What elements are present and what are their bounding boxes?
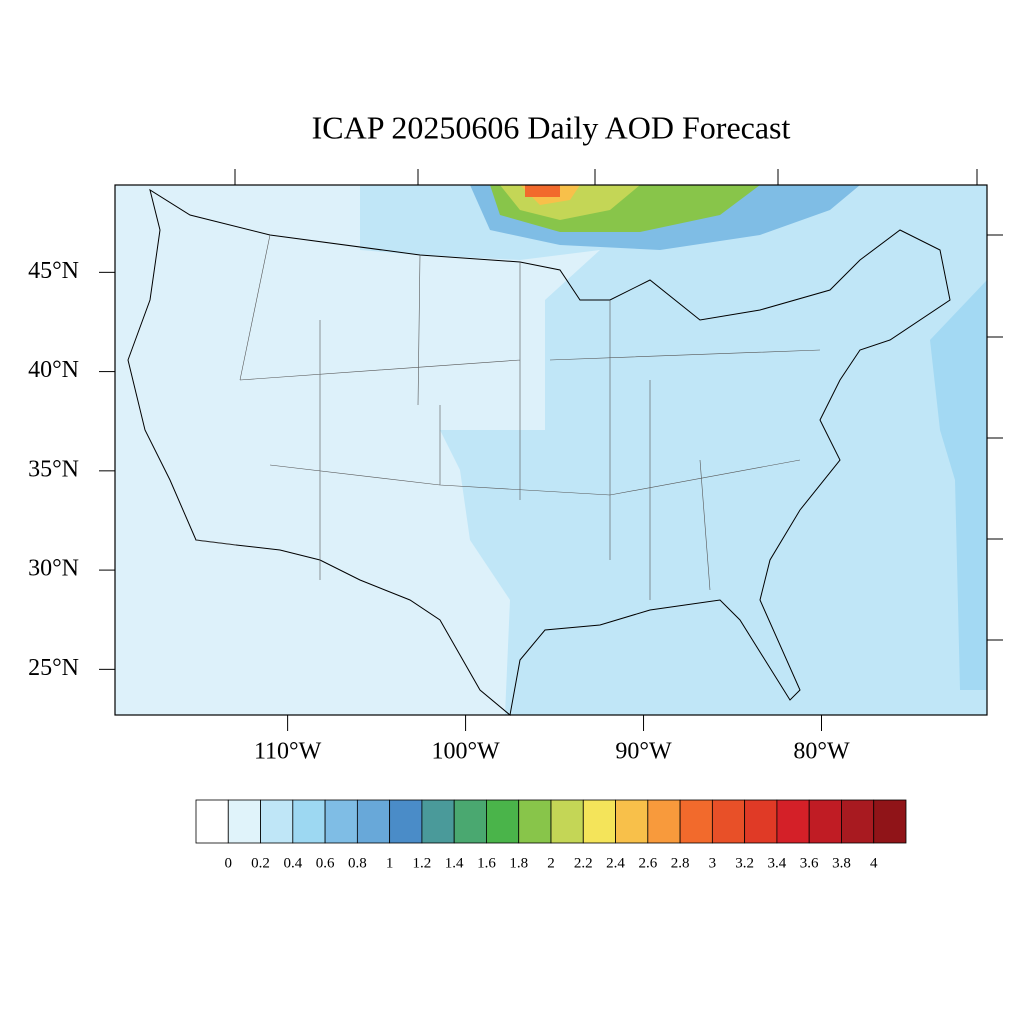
colorbar-label: 4 <box>870 855 878 871</box>
chart-title: ICAP 20250606 Daily AOD Forecast <box>312 109 791 145</box>
colorbar-box <box>679 799 713 844</box>
state-borders <box>195 234 821 600</box>
colorbar-label: 3.6 <box>800 855 819 871</box>
y-tick-label: 35°N <box>28 456 79 482</box>
colorbar-label: 2.8 <box>671 855 690 871</box>
colorbar-label: 3 <box>709 855 717 871</box>
axis-ticks: 25°N 30°N 35°N 40°N 45°N 110°W 100°W 90°W 80°W <box>28 258 850 765</box>
colorbar-box <box>841 799 875 844</box>
y-tick-label: 30°N <box>28 556 79 582</box>
colorbar-box <box>453 799 487 844</box>
colorbar-box <box>776 799 810 844</box>
colorbar: 0 0.2 0.4 0.6 0.8 1 1.2 1.4 1.6 1.8 2 2.2 2.4 2.6 2.8 3… <box>195 799 907 871</box>
colorbar-label: 1.2 <box>413 855 432 871</box>
colorbar-label: 1.8 <box>509 855 528 871</box>
colorbar-box <box>615 799 649 844</box>
colorbar-box <box>421 799 455 844</box>
map-frame <box>114 184 988 716</box>
colorbar-box <box>260 799 294 844</box>
plume <box>525 185 560 197</box>
x-tick-label: 90°W <box>615 739 672 765</box>
colorbar-box <box>873 799 907 844</box>
frame-ticks <box>234 169 1003 641</box>
colorbar-label: 1.6 <box>477 855 496 871</box>
colorbar-label: 0.2 <box>251 855 270 871</box>
colorbar-box <box>711 799 746 844</box>
colorbar-box <box>486 799 520 844</box>
colorbar-box <box>550 799 584 844</box>
colorbar-label: 2.4 <box>606 855 625 871</box>
map-field <box>114 169 1003 716</box>
colorbar-label: 0 <box>225 855 233 871</box>
colorbar-label: 3.2 <box>735 855 754 871</box>
colorbar-box <box>647 799 681 844</box>
y-tick-label: 40°N <box>28 357 79 383</box>
field-high <box>930 280 987 690</box>
y-tick-label: 45°N <box>28 258 79 284</box>
colorbar-box <box>324 799 358 844</box>
colorbar-label: 2 <box>547 855 555 871</box>
colorbar-label: 0.8 <box>348 855 367 871</box>
colorbar-box <box>582 799 616 844</box>
colorbar-box <box>356 799 391 844</box>
colorbar-box <box>808 799 842 844</box>
x-tick-label: 110°W <box>254 739 322 765</box>
colorbar-label: 2.6 <box>638 855 657 871</box>
colorbar-label: 1.4 <box>445 855 464 871</box>
coastline <box>127 188 951 716</box>
colorbar-box <box>518 799 552 844</box>
colorbar-label: 2.2 <box>574 855 593 871</box>
x-tick-label: 80°W <box>793 739 850 765</box>
y-tick-label: 25°N <box>28 655 79 681</box>
colorbar-box <box>195 799 229 844</box>
colorbar-box <box>227 799 261 844</box>
colorbar-label: 0.6 <box>316 855 335 871</box>
colorbar-label: 1 <box>386 855 394 871</box>
colorbar-box <box>389 799 423 844</box>
x-tick-label: 100°W <box>431 739 500 765</box>
colorbar-box <box>292 799 326 844</box>
colorbar-box <box>744 799 778 844</box>
field-moderate <box>440 185 987 715</box>
field-moderate <box>360 185 987 715</box>
colorbar-label: 3.4 <box>768 855 787 871</box>
colorbar-label: 0.4 <box>283 855 302 871</box>
colorbar-label: 3.8 <box>832 855 851 871</box>
